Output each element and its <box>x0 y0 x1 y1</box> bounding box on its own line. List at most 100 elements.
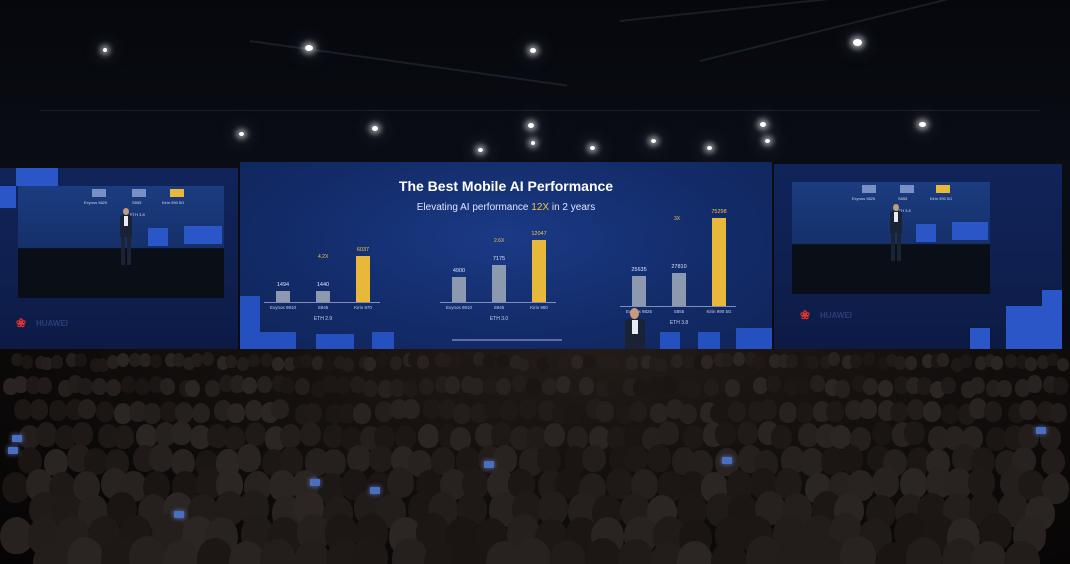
audience-head <box>407 352 420 367</box>
audience-head <box>114 403 133 424</box>
presenter-leg <box>891 233 895 261</box>
audience-head <box>922 400 941 422</box>
audience-head <box>300 421 322 447</box>
screen-block <box>184 226 222 244</box>
audience-head <box>364 356 377 371</box>
audience-head <box>491 422 513 447</box>
audience-head <box>511 375 527 393</box>
screen-block <box>170 189 184 197</box>
presenter-on-screen <box>888 204 904 266</box>
audience-head <box>758 398 777 420</box>
audience-head <box>597 355 610 370</box>
ceiling-light <box>528 123 534 128</box>
bar-value-label: 75298 <box>711 209 727 215</box>
audience-head <box>312 356 325 370</box>
right-screen-group: ETH 3.8 <box>896 208 911 213</box>
screen-block <box>1042 290 1062 310</box>
audience-head <box>650 402 669 424</box>
audience-head <box>113 425 135 450</box>
audience-head <box>583 354 596 369</box>
audience-head <box>171 421 193 446</box>
audience-head <box>117 353 130 367</box>
chart-group-label: ETH 3.0 <box>489 316 509 322</box>
audience-head <box>700 354 713 369</box>
audience-head <box>244 422 266 447</box>
ceiling-light <box>531 141 535 145</box>
audience-head <box>984 400 1003 422</box>
audience-head <box>247 353 260 368</box>
audience-head <box>259 539 296 564</box>
audience-head <box>682 424 704 449</box>
chart-multiplier-label: 2.6X <box>494 238 505 244</box>
audience-head <box>419 377 435 395</box>
huawei-logo: ❀ <box>800 308 811 322</box>
right-screen-label: Kirin 990 5G <box>930 196 953 201</box>
audience-head <box>280 376 296 395</box>
audience-head <box>557 355 570 370</box>
audience-head <box>439 353 452 368</box>
audience-head <box>606 379 622 397</box>
audience-head <box>578 377 594 395</box>
audience-head <box>362 379 378 398</box>
audience-head <box>482 354 495 369</box>
audience-head <box>271 398 290 420</box>
bar-value-label: 1494 <box>276 281 290 288</box>
audience-head <box>941 376 956 395</box>
audience-head <box>128 401 147 422</box>
audience-head <box>969 377 985 395</box>
slide-footnote <box>452 339 562 341</box>
audience-head <box>581 444 606 473</box>
huawei-logo: ❀ <box>16 316 27 330</box>
audience-head <box>655 357 668 372</box>
audience-head <box>975 355 988 370</box>
audience-head <box>438 398 457 420</box>
audience-head <box>462 356 475 371</box>
audience-head <box>937 352 950 367</box>
chart-bar <box>672 273 686 306</box>
audience-head <box>608 356 621 370</box>
audience-head <box>840 536 877 564</box>
left-screen-group: ETH 3.8 <box>130 212 145 217</box>
audience-head <box>1049 402 1068 424</box>
audience-head <box>66 352 79 367</box>
presenter-torso <box>625 319 645 349</box>
audience-head <box>78 377 94 396</box>
presenter-head <box>893 204 899 211</box>
audience-head <box>475 423 497 448</box>
main-presentation-screen: The Best Mobile AI Performance Elevating… <box>240 162 772 352</box>
audience-head <box>499 400 518 422</box>
audience-head <box>321 448 346 477</box>
audience-head <box>142 403 161 425</box>
audience-head <box>839 445 864 473</box>
audience-head <box>509 426 531 451</box>
audience-head <box>517 357 530 372</box>
audience-head <box>519 398 538 419</box>
audience-phone-screen <box>722 457 732 464</box>
audience-head <box>469 377 485 395</box>
audience-head <box>906 399 925 420</box>
ceiling-light <box>853 39 862 46</box>
presenter-torso <box>120 215 132 237</box>
chart-bar <box>632 276 646 306</box>
audience-head <box>160 377 176 395</box>
right-screen-label: Exynos 9825 <box>852 196 876 201</box>
audience-head <box>890 401 909 423</box>
screen-block <box>1006 306 1062 350</box>
audience-head <box>858 398 877 420</box>
slide-subtitle-prefix: Elevating AI performance <box>416 202 532 213</box>
audience-head <box>485 540 522 564</box>
audience-head <box>121 375 137 393</box>
chart-group-label: ETH 2.9 <box>313 316 333 322</box>
audience-head <box>1015 379 1031 397</box>
audience-head <box>714 422 736 447</box>
audience-head <box>941 403 960 425</box>
right-side-screen: Exynos 9825 S855 Kirin 990 5G ETH 3.8 ❀ … <box>774 164 1062 350</box>
audience-head <box>374 424 396 449</box>
audience-head <box>710 540 747 564</box>
decor-block <box>260 332 296 352</box>
audience-head <box>41 356 54 371</box>
audience-head <box>36 377 52 395</box>
screen-block <box>132 189 146 197</box>
audience-head <box>148 444 173 472</box>
